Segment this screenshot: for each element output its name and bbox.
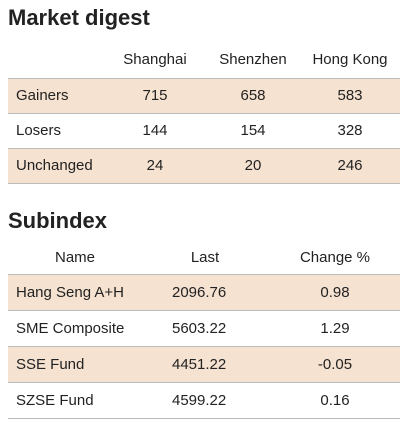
- column-header: Shenzhen: [219, 51, 287, 68]
- cell-value: 24: [146, 157, 164, 174]
- cell-value: 5603.22: [172, 320, 227, 337]
- cell-value: 658: [240, 87, 266, 104]
- row-rule: [8, 310, 400, 311]
- row-label: Gainers: [16, 87, 69, 104]
- row-label: SSE Fund: [16, 356, 85, 373]
- section-title: Market digest: [8, 5, 150, 30]
- row-label: Losers: [16, 122, 62, 139]
- section-title: Subindex: [8, 208, 108, 233]
- cell-value: 246: [337, 157, 363, 174]
- cell-value: 1.29: [320, 320, 350, 337]
- column-header: Change %: [299, 249, 371, 266]
- row-rule: [8, 382, 400, 383]
- row-label: Hang Seng A+H: [16, 284, 124, 301]
- cell-value: 0.98: [320, 284, 350, 301]
- row-label: SME Composite: [16, 320, 125, 337]
- cell-value: 4451.22: [172, 356, 227, 373]
- row-label: Unchanged: [16, 157, 93, 174]
- row-rule: [8, 346, 400, 347]
- row-rule: [8, 418, 400, 419]
- column-header: Shanghai: [123, 51, 187, 68]
- column-header: Last: [190, 249, 220, 266]
- cell-value: 20: [244, 157, 262, 174]
- row-band: [8, 347, 400, 382]
- cell-value: -0.05: [317, 356, 353, 373]
- row-rule: [8, 274, 400, 275]
- cell-value: 154: [240, 122, 266, 139]
- row-rule: [8, 113, 400, 114]
- cell-value: 2096.76: [172, 284, 227, 301]
- row-band: [8, 149, 400, 183]
- row-band: [8, 79, 400, 113]
- cell-value: 0.16: [320, 392, 350, 409]
- column-header: Name: [54, 249, 96, 266]
- column-header: Hong Kong: [312, 51, 388, 68]
- row-rule: [8, 78, 400, 79]
- row-label: SZSE Fund: [16, 392, 94, 409]
- cell-value: 715: [142, 87, 168, 104]
- row-rule: [8, 183, 400, 184]
- cell-value: 144: [142, 122, 168, 139]
- cell-value: 328: [337, 122, 363, 139]
- row-band: [8, 275, 400, 310]
- cell-value: 4599.22: [172, 392, 227, 409]
- cell-value: 583: [337, 87, 363, 104]
- row-rule: [8, 148, 400, 149]
